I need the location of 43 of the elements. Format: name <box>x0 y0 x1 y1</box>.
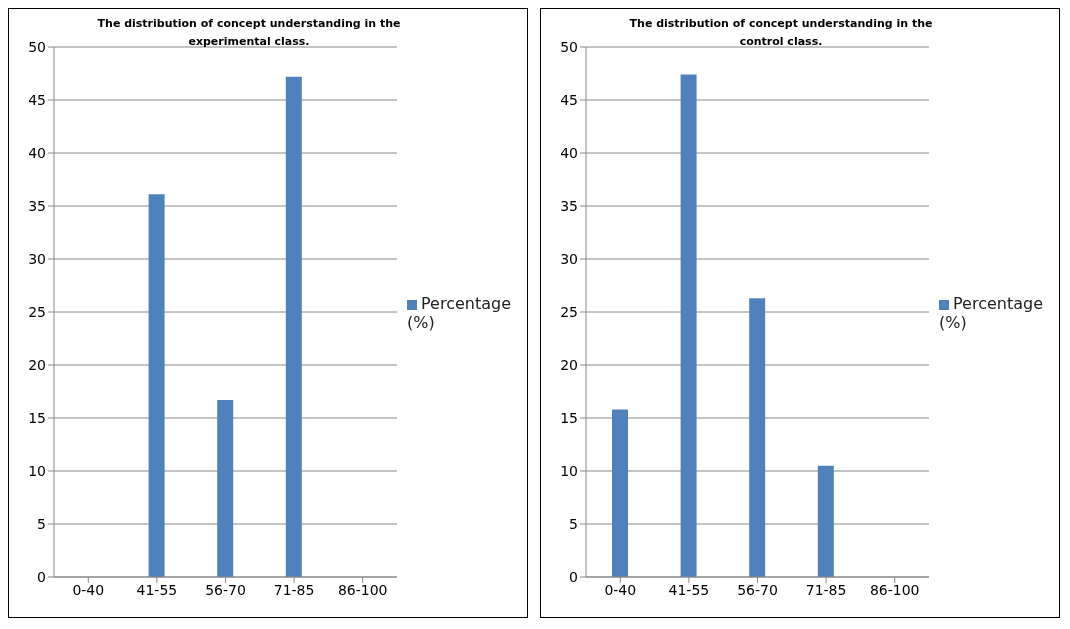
y-tick-label: 0 <box>37 568 46 585</box>
bar <box>285 76 302 577</box>
y-tick-label: 50 <box>28 38 46 55</box>
x-tick-label: 41-55 <box>668 581 710 598</box>
y-tick-label: 5 <box>37 515 46 532</box>
y-tick-label: 30 <box>560 250 578 267</box>
y-tick-label: 20 <box>560 356 578 373</box>
chart-title: The distribution of concept understanding in the control class. <box>628 16 934 50</box>
y-tick-label: 25 <box>560 303 578 320</box>
y-tick-label: 20 <box>28 356 46 373</box>
y-tick-label: 30 <box>28 250 46 267</box>
legend-label: Percentage (%) <box>407 294 512 332</box>
y-tick-label: 35 <box>28 197 46 214</box>
y-tick-label: 25 <box>28 303 46 320</box>
chart-title: The distribution of concept understanding in the experimental class. <box>96 16 402 50</box>
y-tick-label: 15 <box>28 409 46 426</box>
x-tick-label: 41-55 <box>136 581 178 598</box>
y-tick-label: 35 <box>560 197 578 214</box>
y-tick-label: 45 <box>28 91 46 108</box>
x-tick-label: 56-70 <box>205 581 246 598</box>
x-tick-label: 86-100 <box>337 581 388 598</box>
x-tick-label: 0-40 <box>72 581 105 598</box>
x-tick-label: 86-100 <box>869 581 920 598</box>
bar <box>680 74 697 577</box>
x-tick-label: 71-85 <box>273 581 315 598</box>
x-tick-label: 0-40 <box>604 581 637 598</box>
y-tick-label: 40 <box>28 144 46 161</box>
bar <box>148 194 165 577</box>
legend-label: Percentage (%) <box>939 294 1044 332</box>
y-tick-label: 15 <box>560 409 578 426</box>
y-tick-label: 5 <box>569 515 578 532</box>
x-tick-label: 56-70 <box>737 581 778 598</box>
y-tick-label: 45 <box>560 91 578 108</box>
bar <box>749 298 766 577</box>
y-tick-label: 50 <box>560 38 578 55</box>
y-tick-label: 10 <box>560 462 578 479</box>
y-tick-label: 10 <box>28 462 46 479</box>
y-tick-label: 0 <box>569 568 578 585</box>
bar <box>217 399 234 577</box>
x-tick-label: 71-85 <box>805 581 847 598</box>
bar <box>817 465 834 577</box>
y-tick-label: 40 <box>560 144 578 161</box>
bar <box>612 409 628 577</box>
